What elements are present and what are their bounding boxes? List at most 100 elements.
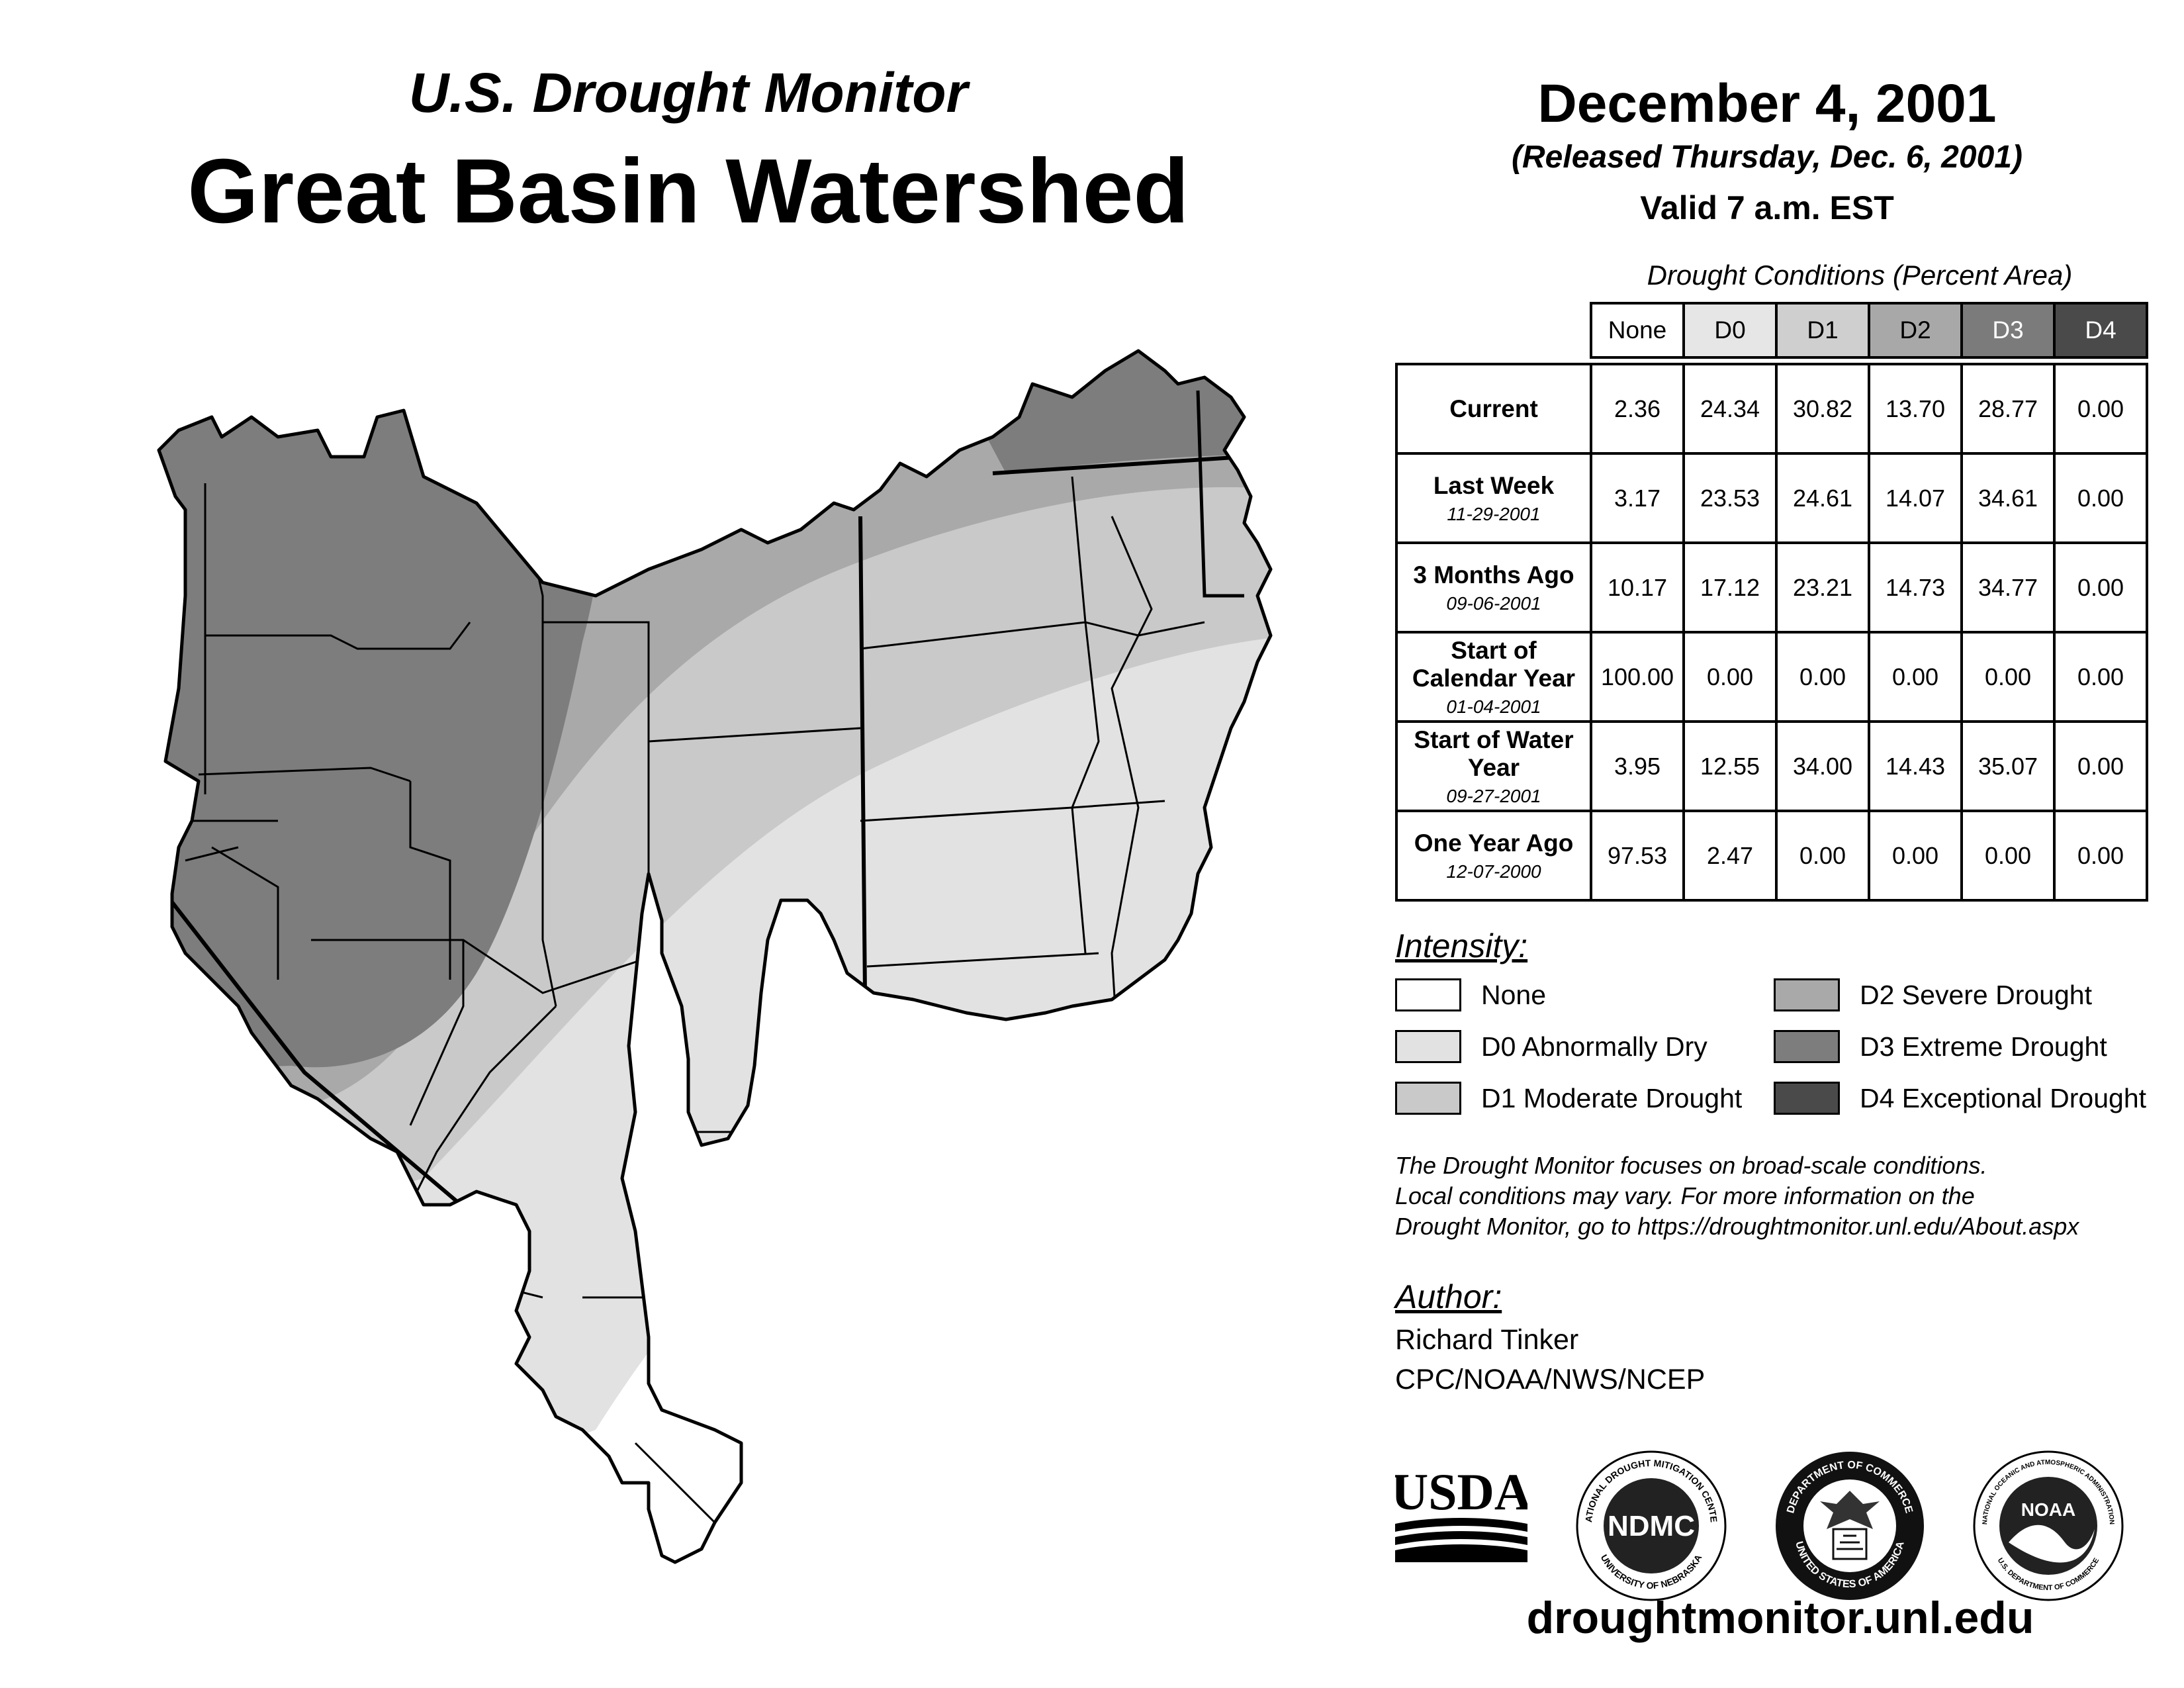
noaa-logo-text: NOAA: [2021, 1499, 2075, 1520]
usda-logo: USDA: [1395, 1463, 1527, 1562]
ndmc-logo-text: NDMC: [1608, 1510, 1695, 1542]
row-label: Last Week: [1433, 471, 1555, 499]
row-label: One Year Ago: [1414, 829, 1574, 857]
disclaimer-line: The Drought Monitor focuses on broad-sca…: [1395, 1152, 1987, 1179]
legend-label-none: None: [1481, 980, 1547, 1010]
col-header-d0: D0: [1682, 302, 1778, 359]
row-date: 09-06-2001: [1446, 592, 1541, 614]
table-caption: Drought Conditions (Percent Area): [1647, 259, 2073, 291]
table-cell: 0.00: [2053, 720, 2148, 812]
row-label: 3 Months Ago: [1413, 561, 1574, 588]
legend-swatch-d1: [1395, 1082, 1461, 1115]
basin-boundary: [157, 349, 1273, 1564]
table-cell: 13.70: [1868, 363, 1963, 455]
legend-swatch-d2: [1774, 978, 1840, 1011]
table-cell: 17.12: [1682, 541, 1778, 633]
table-cell: 97.53: [1590, 810, 1685, 902]
map-title: Great Basin Watershed: [187, 140, 1189, 242]
table-cell: 0.00: [2053, 452, 2148, 544]
table-cell: 0.00: [2053, 541, 2148, 633]
d3-area-northeast: [979, 351, 1271, 473]
author-title: Author:: [1395, 1278, 1502, 1315]
d3-area: [159, 351, 605, 1072]
table-cell: 10.17: [1590, 541, 1685, 633]
row-label: Start of Water Year: [1414, 726, 1574, 781]
row-date: 09-27-2001: [1446, 785, 1541, 806]
release-date: (Released Thursday, Dec. 6, 2001): [1512, 140, 2023, 175]
table-row: Start of Calendar Year 01-04-2001 100.00 …: [1395, 631, 2148, 723]
disclaimer-line: Drought Monitor, go to https://droughtmo…: [1395, 1213, 2079, 1240]
table-cell: 34.00: [1775, 720, 1870, 812]
table-cell: 14.73: [1868, 541, 1963, 633]
table-cell: 34.61: [1960, 452, 2056, 544]
table-cell: 30.82: [1775, 363, 1870, 455]
author-name: Richard Tinker: [1395, 1324, 1579, 1356]
table-cell: 2.36: [1590, 363, 1685, 455]
table-cell: 0.00: [1960, 631, 2056, 723]
table-cell: 0.00: [1960, 810, 2056, 902]
website-url: droughtmonitor.unl.edu: [1526, 1593, 2034, 1643]
drought-conditions-table: None D0 D1 D2 D3 D4 Current 2.36 24.34 3…: [1395, 302, 2148, 902]
row-date: 12-07-2000: [1446, 861, 1541, 882]
doc-seal-logo: DEPARTMENT OF COMMERCE UNITED STATES OF …: [1776, 1452, 1924, 1600]
noaa-logo: NATIONAL OCEANIC AND ATMOSPHERIC ADMINIS…: [1973, 1450, 2124, 1601]
legend-title: Intensity:: [1395, 927, 1528, 964]
col-header-d3: D3: [1960, 302, 2056, 359]
table-cell: 24.34: [1682, 363, 1778, 455]
legend-swatch-none: [1395, 978, 1461, 1011]
table-header-row: None D0 D1 D2 D3 D4: [1396, 302, 2148, 359]
legend-swatch-d3: [1774, 1030, 1840, 1063]
table-cell: 35.07: [1960, 720, 2056, 812]
author-org: CPC/NOAA/NWS/NCEP: [1395, 1364, 1706, 1395]
row-date: 01-04-2001: [1446, 696, 1541, 717]
table-cell: 3.95: [1590, 720, 1685, 812]
ndmc-logo: NATIONAL DROUGHT MITIGATION CENTER UNIVE…: [1575, 1450, 1727, 1601]
eagle-icon: [1820, 1491, 1880, 1529]
table-row: 3 Months Ago 09-06-2001 10.17 17.12 23.21…: [1395, 541, 2148, 633]
col-header-d1: D1: [1775, 302, 1870, 359]
col-header-none: None: [1590, 302, 1685, 359]
drought-map: [157, 349, 1273, 1564]
table-cell: 0.00: [2053, 631, 2148, 723]
row-label: Current: [1449, 395, 1538, 422]
valid-time: Valid 7 a.m. EST: [1640, 189, 1894, 226]
table-cell: 0.00: [1868, 631, 1963, 723]
table-cell: 24.61: [1775, 452, 1870, 544]
row-label: Start of Calendar Year: [1412, 636, 1576, 692]
row-date: 11-29-2001: [1447, 503, 1541, 524]
table-row: Start of Water Year 09-27-2001 3.95 12.55…: [1395, 720, 2148, 812]
table-cell: 2.47: [1682, 810, 1778, 902]
table-row: Last Week 11-29-2001 3.17 23.53 24.61 14.…: [1395, 452, 2148, 544]
table-cell: 34.77: [1960, 541, 2056, 633]
table-cell: 14.43: [1868, 720, 1963, 812]
table-cell: 12.55: [1682, 720, 1778, 812]
table-row: One Year Ago 12-07-2000 97.53 2.47 0.00 0…: [1395, 810, 2148, 902]
map-subtitle: U.S. Drought Monitor: [408, 62, 968, 124]
legend-label-d0: D0 Abnormally Dry: [1481, 1031, 1707, 1062]
table-cell: 23.21: [1775, 541, 1870, 633]
disclaimer-line: Local conditions may vary. For more info…: [1395, 1182, 1975, 1209]
legend-label-d3: D3 Extreme Drought: [1860, 1031, 2107, 1062]
table-cell: 0.00: [1775, 810, 1870, 902]
table-cell: 0.00: [1682, 631, 1778, 723]
table-cell: 100.00: [1590, 631, 1685, 723]
table-row: Current 2.36 24.34 30.82 13.70 28.77 0.0…: [1395, 363, 2148, 455]
table-cell: 28.77: [1960, 363, 2056, 455]
table-cell: 3.17: [1590, 452, 1685, 544]
legend-label-d1: D1 Moderate Drought: [1481, 1083, 1743, 1113]
table-cell: 14.07: [1868, 452, 1963, 544]
table-cell: 0.00: [1775, 631, 1870, 723]
noaa-bird-icon: [2009, 1524, 2095, 1563]
usda-logo-text: USDA: [1395, 1463, 1527, 1521]
disclaimer: The Drought Monitor focuses on broad-sca…: [1395, 1150, 2163, 1242]
table-cell: 23.53: [1682, 452, 1778, 544]
legend-swatch-d4: [1774, 1082, 1840, 1115]
legend-label-d4: D4 Exceptional Drought: [1860, 1083, 2147, 1113]
legend-swatch-d0: [1395, 1030, 1461, 1063]
table-cell: 0.00: [2053, 363, 2148, 455]
col-header-d4: D4: [2053, 302, 2148, 359]
map-date: December 4, 2001: [1537, 73, 1997, 134]
col-header-d2: D2: [1868, 302, 1963, 359]
legend-label-d2: D2 Severe Drought: [1860, 980, 2092, 1010]
table-cell: 0.00: [2053, 810, 2148, 902]
